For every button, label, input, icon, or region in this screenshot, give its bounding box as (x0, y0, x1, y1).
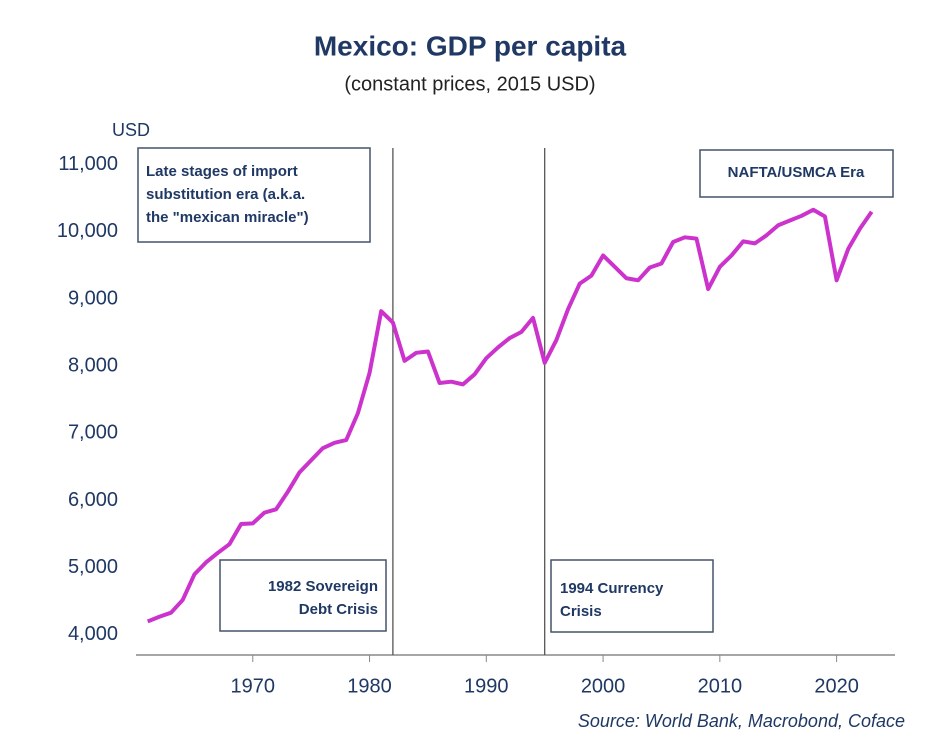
chart-subtitle: (constant prices, 2015 USD) (344, 73, 595, 95)
x-tick-label: 2000 (581, 675, 626, 697)
annotation-text: 1982 Sovereign (268, 578, 378, 595)
x-tick-label: 2010 (698, 675, 743, 697)
x-tick-label: 2020 (814, 675, 859, 697)
annotation-text: Crisis (560, 603, 602, 620)
annotation-text: the "mexican miracle") (146, 209, 309, 226)
y-tick-label: 4,000 (68, 623, 118, 645)
y-tick-label: 10,000 (57, 220, 118, 242)
x-tick-label: 1980 (347, 675, 392, 697)
annotation-box (137, 147, 371, 243)
annotation-text: Late stages of import (146, 163, 298, 180)
y-axis-label: USD (112, 120, 150, 140)
annotation-text: NAFTA/USMCA Era (728, 164, 865, 181)
annotation-text: Debt Crisis (299, 601, 378, 618)
annotation-box (550, 559, 714, 633)
y-tick-label: 7,000 (68, 422, 118, 444)
source: Source: World Bank, Macrobond, Coface (578, 711, 905, 731)
chart-title: Mexico: GDP per capita (314, 30, 627, 61)
y-tick-label: 8,000 (68, 355, 118, 377)
y-tick-label: 11,000 (58, 153, 118, 175)
y-tick-label: 6,000 (68, 489, 118, 511)
data-line (146, 207, 874, 624)
annotation-box (699, 149, 894, 198)
y-tick-label: 5,000 (68, 556, 118, 578)
x-tick-label: 1990 (464, 675, 509, 697)
annotation-text: substitution era (a.k.a. (146, 186, 305, 203)
x-tick-label: 1970 (231, 675, 276, 697)
y-tick-label: 9,000 (68, 287, 118, 309)
annotation-text: 1994 Currency (560, 580, 664, 597)
annotation-box (219, 559, 387, 632)
